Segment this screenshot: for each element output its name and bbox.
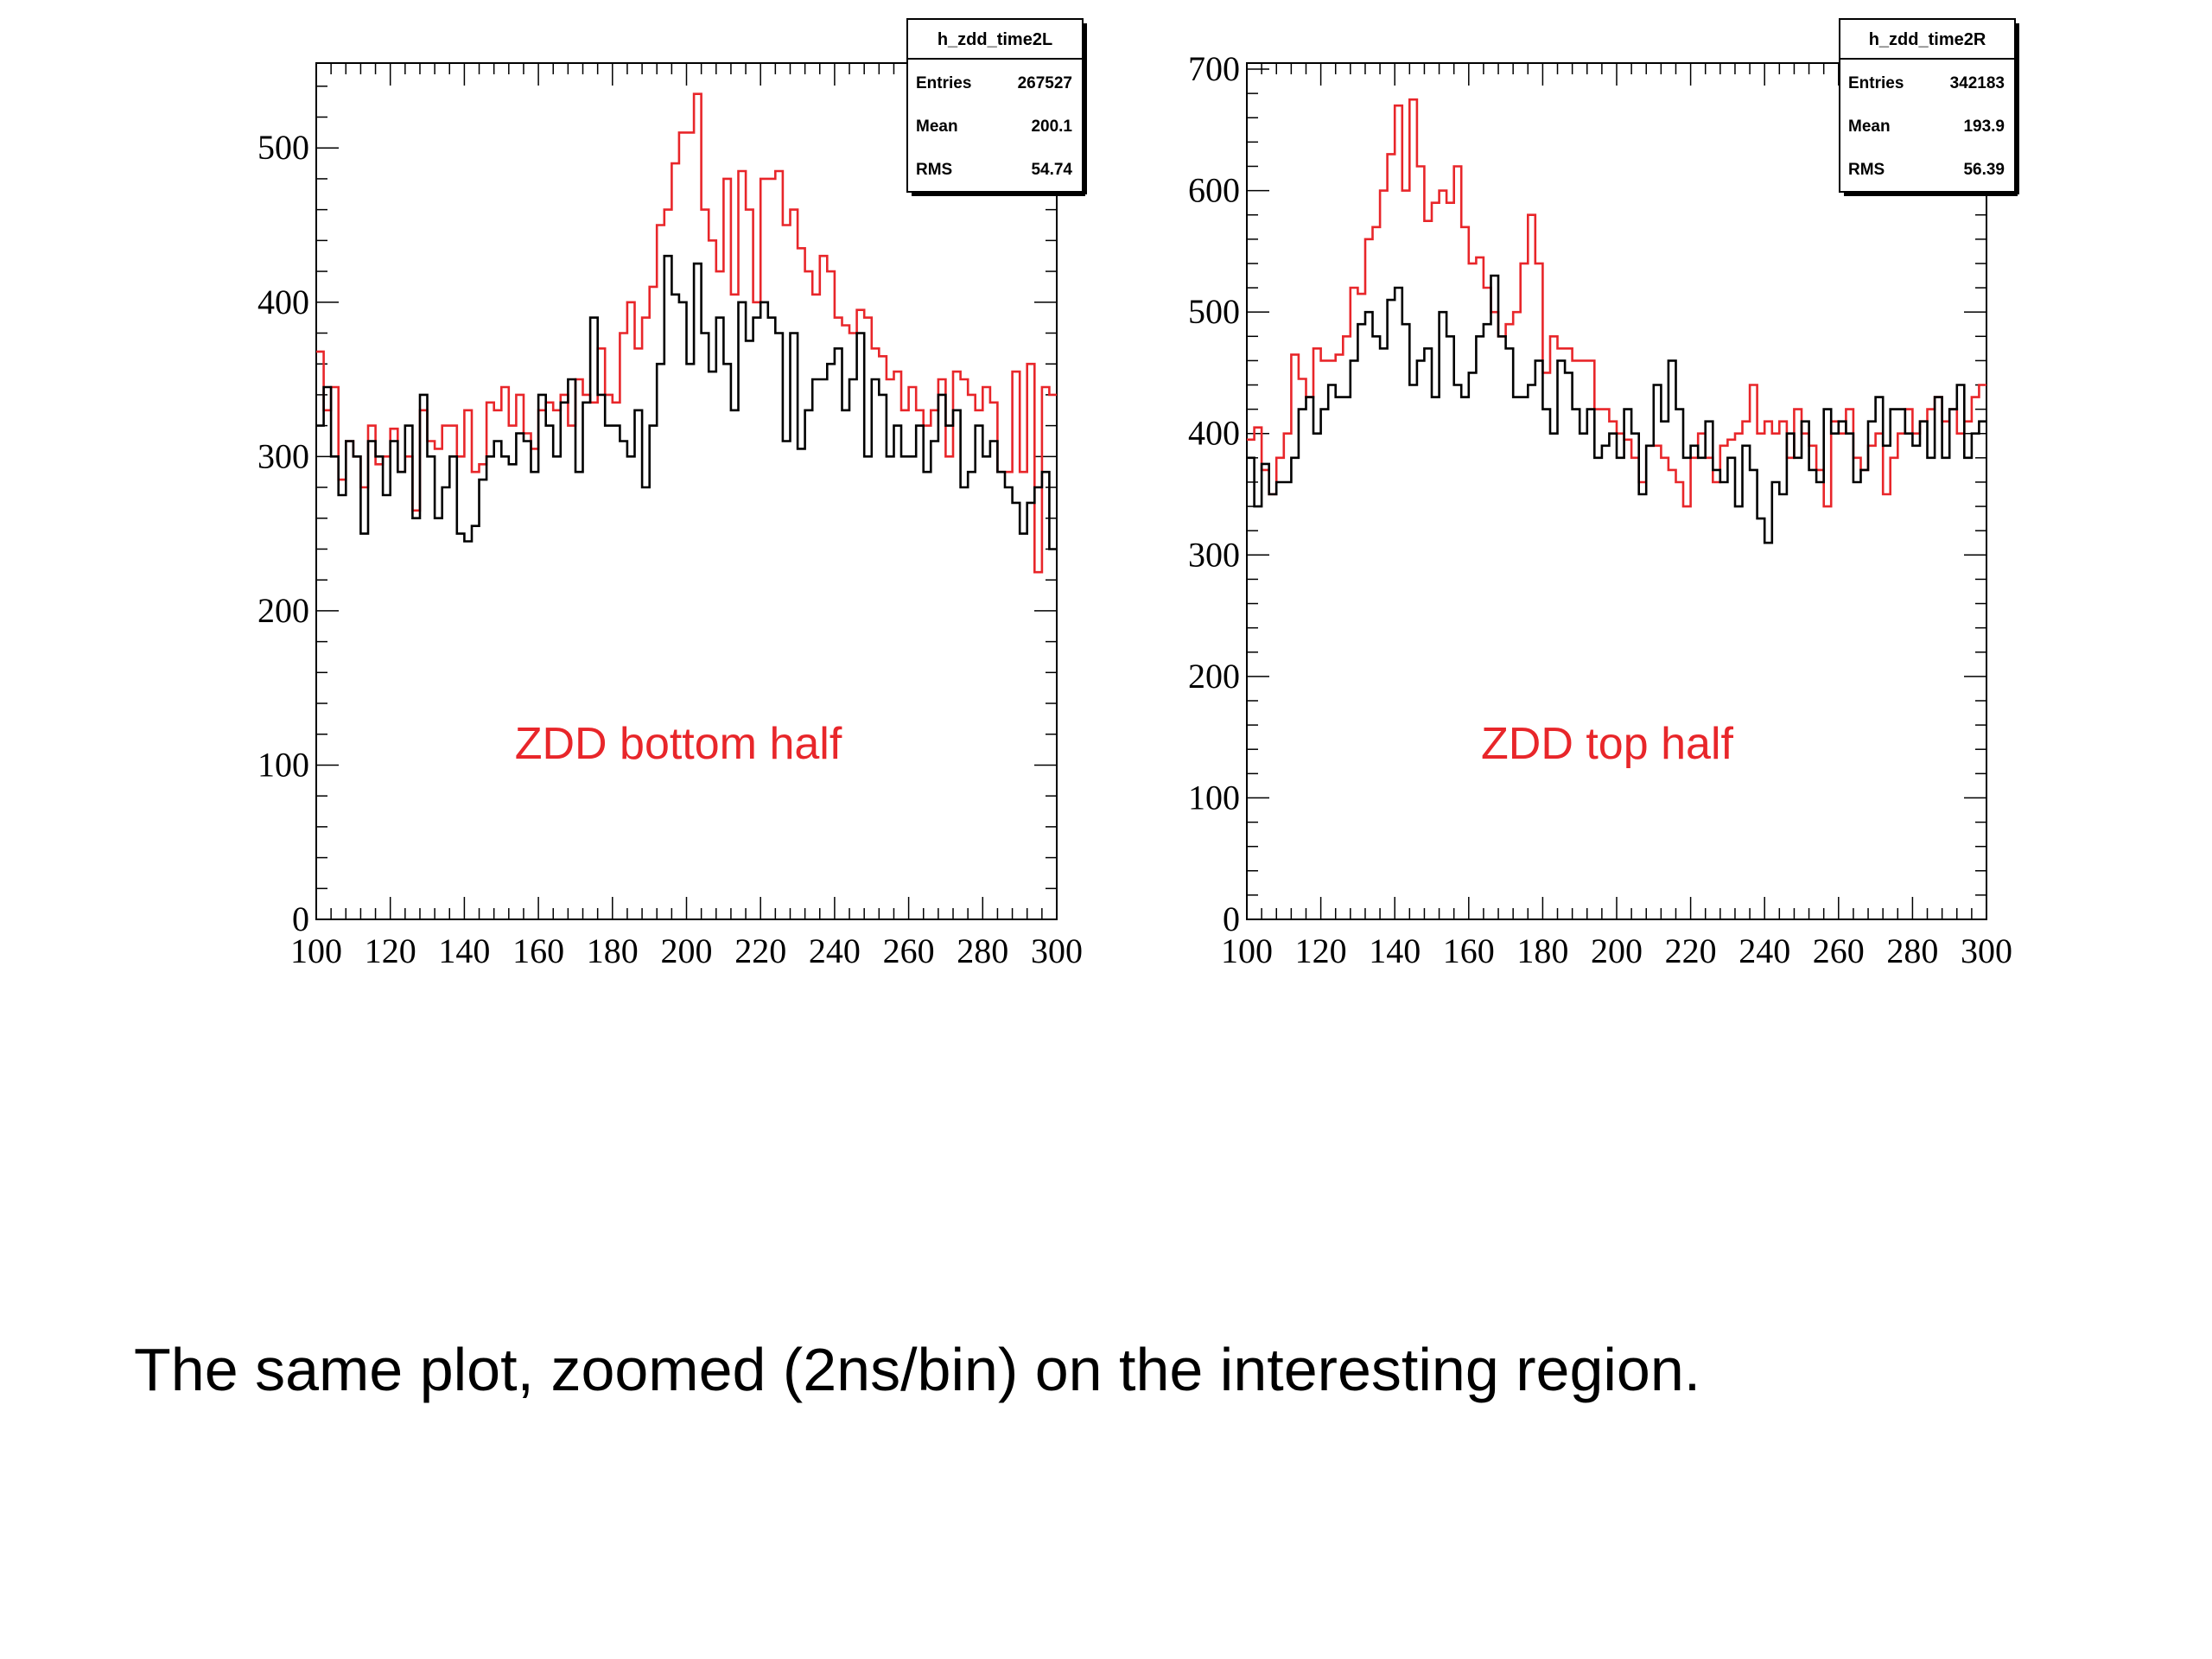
x-tick-label: 260 bbox=[883, 931, 935, 970]
stats-row-label: Entries bbox=[1848, 74, 1904, 92]
x-tick-label: 240 bbox=[1738, 931, 1790, 970]
x-tick-label: 220 bbox=[1665, 931, 1717, 970]
x-tick-label: 100 bbox=[1221, 931, 1273, 970]
histogram-series-black bbox=[1247, 274, 1986, 544]
x-tick-label: 280 bbox=[1886, 931, 1938, 970]
x-tick-label: 200 bbox=[661, 931, 713, 970]
stats-row-value: 342183 bbox=[1950, 74, 2005, 92]
x-tick-label: 140 bbox=[438, 931, 490, 970]
x-tick-label: 120 bbox=[1295, 931, 1347, 970]
plot-annotation: ZDD top half bbox=[1481, 719, 1733, 769]
y-tick-label: 300 bbox=[1188, 535, 1240, 574]
x-tick-label: 100 bbox=[290, 931, 342, 970]
x-tick-label: 140 bbox=[1369, 931, 1421, 970]
stats-row-label: Mean bbox=[916, 118, 958, 136]
stats-row-label: RMS bbox=[1848, 161, 1885, 179]
y-tick-label: 200 bbox=[257, 591, 309, 630]
x-tick-label: 160 bbox=[512, 931, 564, 970]
y-tick-label: 400 bbox=[257, 283, 309, 321]
stats-row-label: Entries bbox=[916, 74, 971, 92]
stats-row-label: RMS bbox=[916, 161, 952, 179]
x-tick-label: 180 bbox=[587, 931, 639, 970]
y-tick-label: 300 bbox=[257, 436, 309, 475]
stats-row-label: Mean bbox=[1848, 118, 1891, 136]
x-tick-label: 300 bbox=[1031, 931, 1083, 970]
stats-row-value: 193.9 bbox=[1963, 118, 2005, 136]
y-tick-label: 400 bbox=[1188, 414, 1240, 453]
y-tick-label: 0 bbox=[1223, 899, 1240, 938]
stats-row-value: 200.1 bbox=[1031, 118, 1072, 136]
x-tick-label: 180 bbox=[1516, 931, 1568, 970]
x-tick-label: 200 bbox=[1591, 931, 1643, 970]
histogram-left-plot: 100 120 140 160 180 200 220 240 260 280 3000100200… bbox=[257, 18, 1087, 970]
x-tick-label: 120 bbox=[365, 931, 416, 970]
x-tick-label: 260 bbox=[1813, 931, 1865, 970]
stats-box bbox=[1839, 18, 2016, 193]
stats-row-value: 54.74 bbox=[1031, 161, 1072, 179]
stats-row-value: 267527 bbox=[1018, 74, 1072, 92]
y-tick-label: 100 bbox=[257, 745, 309, 784]
x-tick-label: 220 bbox=[734, 931, 786, 970]
y-tick-label: 500 bbox=[1188, 292, 1240, 331]
stats-box-title: h_zdd_time2L bbox=[938, 30, 1052, 49]
y-tick-label: 200 bbox=[1188, 657, 1240, 696]
x-tick-label: 280 bbox=[957, 931, 1008, 970]
histogram-series-black bbox=[316, 254, 1057, 550]
x-tick-label: 160 bbox=[1443, 931, 1495, 970]
y-tick-label: 100 bbox=[1188, 778, 1240, 817]
stats-box bbox=[906, 18, 1084, 193]
y-tick-label: 600 bbox=[1188, 171, 1240, 210]
y-tick-label: 500 bbox=[257, 128, 309, 167]
histogram-series-red bbox=[316, 92, 1057, 574]
slide-caption: The same plot, zoomed (2ns/bin) on the i… bbox=[134, 1336, 1701, 1403]
histogram-right-plot: 100 120 140 160 180 200 220 240 260 280 3000100200… bbox=[1188, 18, 2019, 970]
y-tick-label: 0 bbox=[292, 899, 309, 938]
plot-annotation: ZDD bottom half bbox=[515, 719, 842, 769]
y-tick-label: 700 bbox=[1188, 49, 1240, 88]
stats-box-title: h_zdd_time2R bbox=[1869, 30, 1986, 49]
x-tick-label: 300 bbox=[1961, 931, 2012, 970]
x-tick-label: 240 bbox=[809, 931, 861, 970]
stats-row-value: 56.39 bbox=[1963, 161, 2005, 179]
